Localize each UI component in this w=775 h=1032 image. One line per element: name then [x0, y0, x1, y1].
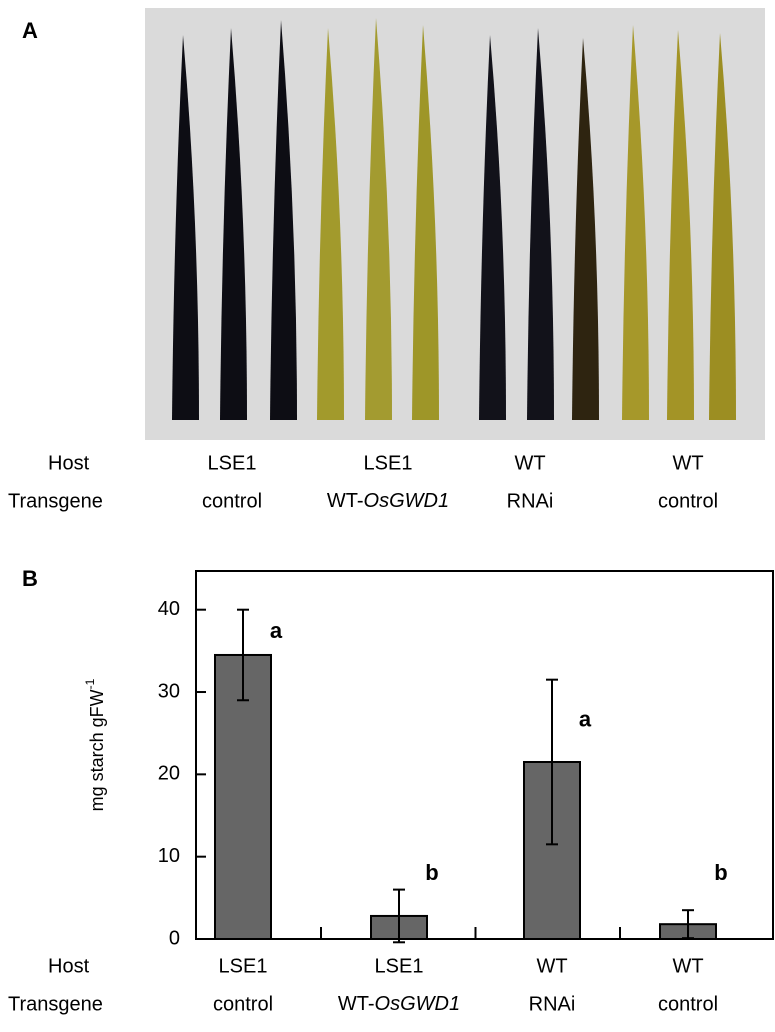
- leaf: [572, 38, 599, 420]
- plot-frame: [195, 570, 774, 940]
- transgene-label: WT-OsGWD1: [338, 993, 460, 1015]
- leaf: [220, 28, 247, 420]
- host-label: LSE1: [364, 452, 413, 474]
- leaf: [709, 33, 736, 420]
- row-label: Transgene: [8, 993, 103, 1015]
- y-label-text: mg starch gFW: [87, 689, 107, 811]
- transgene-part: OsGWD1: [364, 490, 450, 512]
- host-label: LSE1: [219, 955, 268, 977]
- transgene-label: control: [202, 490, 262, 512]
- y-tick-label: 30: [158, 680, 180, 702]
- panel-label: A: [22, 18, 38, 43]
- transgene-label: control: [658, 490, 718, 512]
- transgene-part: OsGWD1: [375, 993, 461, 1015]
- host-label: WT: [672, 955, 703, 977]
- leaves: [172, 18, 736, 420]
- host-label: LSE1: [208, 452, 257, 474]
- significance-letter: a: [579, 707, 592, 732]
- row-label: Transgene: [8, 490, 103, 512]
- transgene-label: RNAi: [507, 490, 554, 512]
- leaf: [270, 20, 297, 420]
- y-tick-label: 20: [158, 763, 180, 785]
- leaf-photo: [145, 8, 765, 440]
- leaf: [172, 35, 199, 420]
- y-tick-label: 40: [158, 598, 180, 620]
- leaf: [317, 28, 344, 420]
- host-label: WT: [536, 955, 567, 977]
- transgene-part: WT-: [327, 490, 364, 512]
- y-label-sup: -1: [83, 678, 97, 689]
- transgene-label: WT-OsGWD1: [327, 490, 449, 512]
- row-label: Host: [48, 955, 90, 977]
- y-tick-label: 0: [169, 927, 180, 949]
- transgene-label: RNAi: [529, 993, 576, 1015]
- transgene-label: control: [213, 993, 273, 1015]
- significance-letter: b: [714, 860, 727, 885]
- host-label: LSE1: [375, 955, 424, 977]
- leaf: [527, 28, 554, 420]
- host-label: WT: [514, 452, 545, 474]
- leaf: [365, 18, 392, 420]
- significance-letter: a: [270, 618, 283, 643]
- leaf: [622, 25, 649, 420]
- bar: [214, 653, 272, 940]
- panel-label: B: [22, 566, 38, 591]
- leaf: [667, 30, 694, 420]
- leaf: [412, 25, 439, 420]
- significance-letter: b: [425, 860, 438, 885]
- y-tick-label: 10: [158, 845, 180, 867]
- y-axis-label: mg starch gFW-1: [83, 678, 107, 811]
- transgene-part: WT-: [338, 993, 375, 1015]
- host-label: WT: [672, 452, 703, 474]
- transgene-label: control: [658, 993, 718, 1015]
- leaf: [479, 35, 506, 420]
- row-label: Host: [48, 452, 90, 474]
